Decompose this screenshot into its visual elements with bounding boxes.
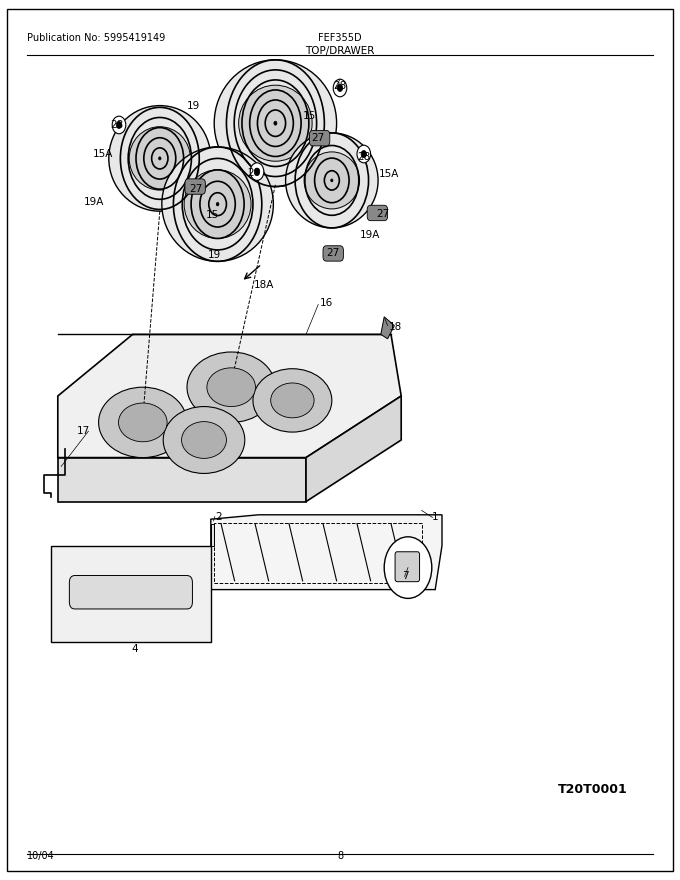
Text: 2: 2 [216, 512, 222, 523]
Ellipse shape [163, 407, 245, 473]
Circle shape [254, 168, 260, 175]
Text: 19: 19 [207, 250, 221, 260]
Text: 28: 28 [110, 120, 124, 130]
Text: 7: 7 [402, 571, 409, 582]
Text: 18A: 18A [254, 280, 274, 290]
Ellipse shape [129, 127, 190, 190]
Polygon shape [211, 524, 214, 546]
Text: 15: 15 [303, 111, 316, 121]
FancyBboxPatch shape [367, 205, 388, 221]
Ellipse shape [99, 387, 187, 458]
Circle shape [250, 163, 264, 180]
Circle shape [216, 202, 219, 206]
Ellipse shape [184, 170, 251, 238]
Text: 28: 28 [333, 81, 347, 92]
Polygon shape [211, 515, 442, 590]
Polygon shape [58, 334, 401, 458]
Circle shape [357, 145, 371, 163]
Text: 19A: 19A [360, 230, 380, 240]
Text: T20T0001: T20T0001 [558, 783, 628, 796]
Circle shape [112, 116, 126, 134]
Ellipse shape [109, 106, 211, 211]
Text: 28: 28 [357, 151, 371, 162]
Text: 17: 17 [76, 426, 90, 436]
Circle shape [116, 121, 122, 128]
Text: 15: 15 [205, 209, 219, 220]
Ellipse shape [182, 422, 226, 458]
FancyBboxPatch shape [309, 130, 330, 146]
Text: 27: 27 [376, 209, 390, 219]
Bar [214, 523, 422, 583]
Circle shape [274, 121, 277, 125]
Ellipse shape [271, 383, 314, 418]
Text: 27: 27 [326, 248, 340, 259]
Text: 27: 27 [311, 133, 325, 143]
Circle shape [333, 79, 347, 97]
FancyBboxPatch shape [185, 179, 205, 194]
Text: 27: 27 [189, 184, 203, 194]
Circle shape [384, 537, 432, 598]
Ellipse shape [118, 403, 167, 442]
Text: Publication No: 5995419149: Publication No: 5995419149 [27, 33, 165, 42]
Ellipse shape [214, 60, 337, 187]
Polygon shape [51, 546, 211, 642]
Polygon shape [58, 458, 306, 502]
FancyBboxPatch shape [395, 552, 420, 582]
Ellipse shape [207, 368, 256, 407]
Text: 28: 28 [248, 168, 261, 179]
Text: 4: 4 [131, 644, 138, 655]
Text: 1: 1 [432, 512, 439, 523]
Polygon shape [381, 317, 394, 339]
Text: 10/04: 10/04 [27, 851, 55, 861]
Circle shape [330, 179, 333, 182]
Text: 15A: 15A [379, 169, 399, 180]
FancyBboxPatch shape [323, 246, 343, 261]
Circle shape [158, 157, 161, 160]
Circle shape [361, 150, 367, 158]
Ellipse shape [162, 147, 273, 261]
Text: 18: 18 [389, 322, 403, 333]
Text: FEF355D: FEF355D [318, 33, 362, 42]
Text: TOP/DRAWER: TOP/DRAWER [305, 46, 375, 55]
Ellipse shape [239, 85, 312, 161]
Circle shape [337, 84, 343, 92]
Ellipse shape [304, 152, 360, 209]
Text: 16: 16 [320, 297, 333, 308]
FancyBboxPatch shape [69, 576, 192, 609]
Text: 19: 19 [187, 100, 201, 111]
Ellipse shape [187, 352, 275, 422]
Ellipse shape [286, 133, 378, 228]
Text: 8: 8 [337, 851, 343, 861]
Ellipse shape [253, 369, 332, 432]
Polygon shape [306, 396, 401, 502]
Text: 15A: 15A [93, 149, 114, 159]
Text: 19A: 19A [84, 197, 104, 208]
